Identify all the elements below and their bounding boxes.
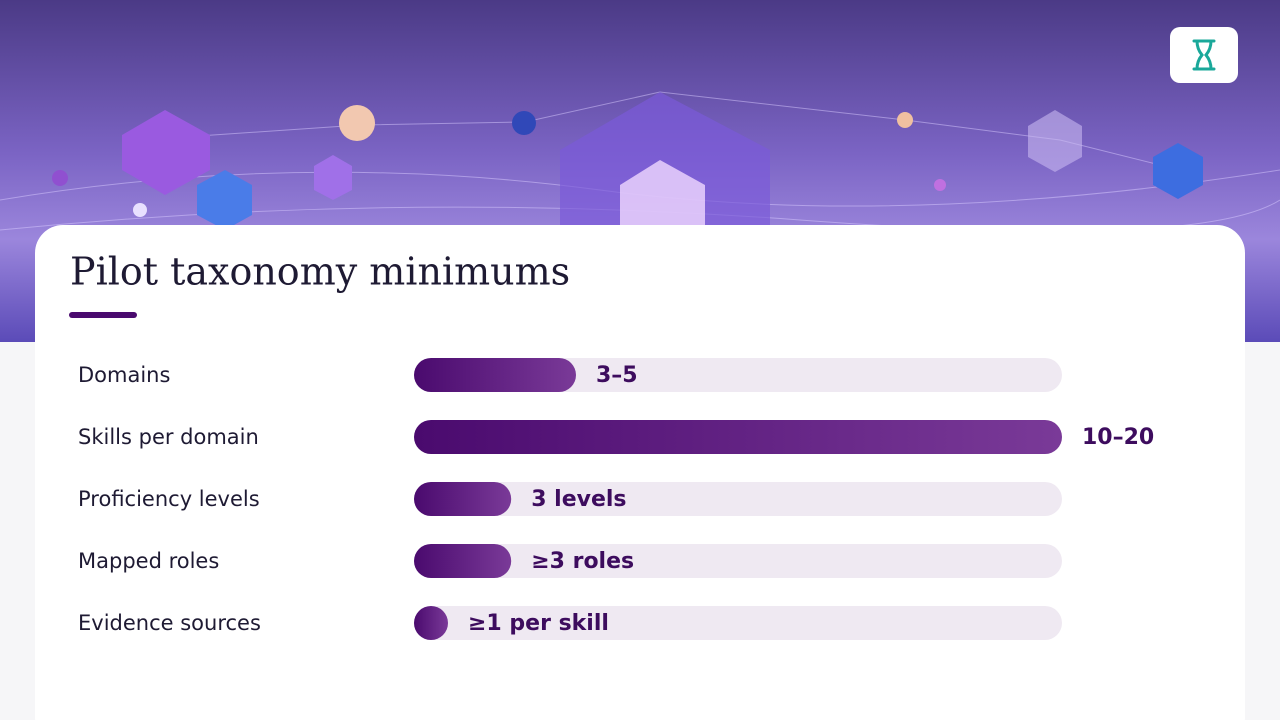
bar <box>414 420 1062 454</box>
bar-track <box>414 358 1062 392</box>
value-label: ≥1 per skill <box>468 611 609 636</box>
category-label: Proficiency levels <box>78 487 260 511</box>
logo <box>1170 27 1238 83</box>
bar-track <box>414 482 1062 516</box>
bar <box>414 358 576 392</box>
value-label: ≥3 roles <box>531 549 634 574</box>
category-label: Skills per domain <box>78 425 259 449</box>
title-underline <box>69 312 137 318</box>
category-label: Domains <box>78 363 170 387</box>
chart-title: Pilot taxonomy minimums <box>70 250 570 294</box>
bar <box>414 606 448 640</box>
logo-icon <box>1192 39 1216 71</box>
bar <box>414 482 512 516</box>
value-label: 10–20 <box>1082 425 1154 450</box>
value-label: 3 levels <box>531 487 626 512</box>
bar-track <box>414 544 1062 578</box>
category-label: Evidence sources <box>78 611 261 635</box>
category-label: Mapped roles <box>78 549 219 573</box>
value-label: 3–5 <box>596 363 638 388</box>
bar <box>414 544 512 578</box>
bar-track <box>414 606 1062 640</box>
banner-art <box>0 91 1280 300</box>
